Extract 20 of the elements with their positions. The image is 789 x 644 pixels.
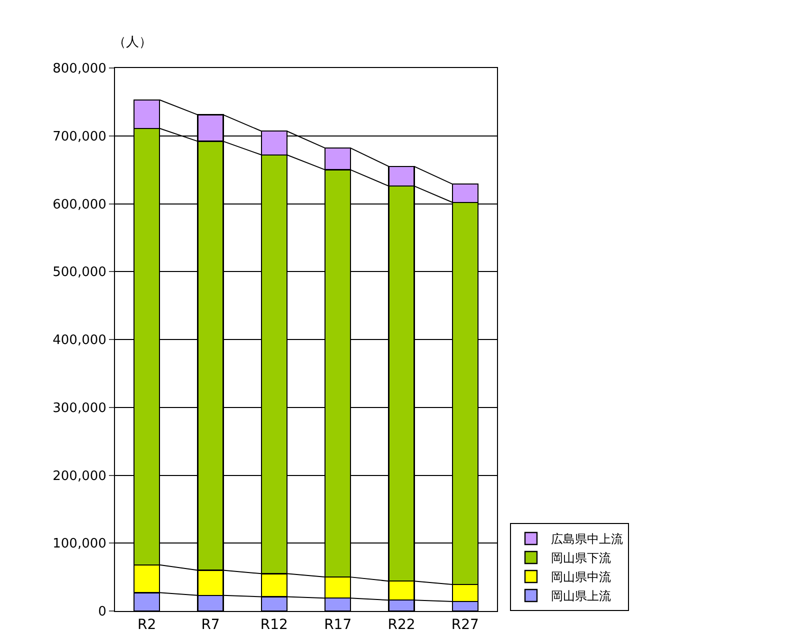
y-axis-title: （人） <box>113 35 152 50</box>
legend-label: 岡山県上流 <box>550 589 611 604</box>
legend-label: 岡山県下流 <box>550 551 611 566</box>
y-tick-label: 500,000 <box>52 265 106 280</box>
y-tick-label: 100,000 <box>52 536 106 552</box>
x-tick-label: R2 <box>138 616 156 633</box>
y-tick-label: 700,000 <box>52 129 106 144</box>
y-tick-label: 600,000 <box>52 197 106 212</box>
x-tick-label: R22 <box>388 616 416 633</box>
y-tick-label: 300,000 <box>52 400 106 416</box>
x-tick-label: R17 <box>324 616 352 633</box>
legend-label: 広島県中上流 <box>550 532 623 546</box>
y-tick-label: 800,000 <box>52 62 106 77</box>
y-tick-label: 0 <box>98 604 106 620</box>
y-tick-label: 200,000 <box>52 468 106 484</box>
x-tick-label: R27 <box>451 616 479 633</box>
x-tick-label: R7 <box>201 616 220 633</box>
x-tick-label: R12 <box>260 616 288 633</box>
legend-label: 岡山県中流 <box>550 570 611 584</box>
y-tick-label: 400,000 <box>52 333 106 348</box>
